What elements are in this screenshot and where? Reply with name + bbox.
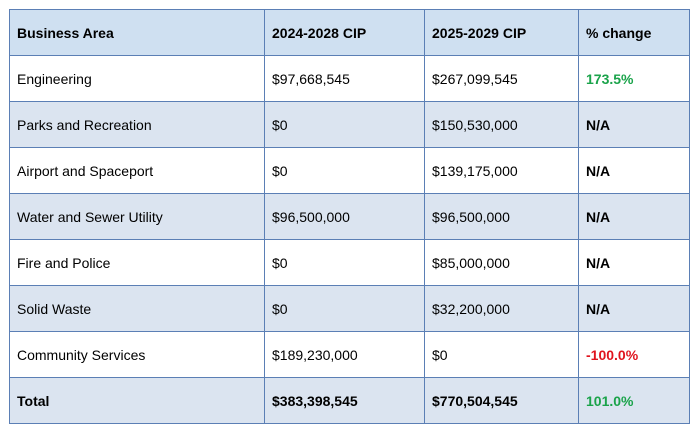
header-cip-2025-2029: 2025-2029 CIP [424, 9, 579, 56]
cip-2024-2028-cell: $0 [264, 101, 425, 148]
percent-change-cell: N/A [578, 101, 690, 148]
percent-change-cell: -100.0% [578, 331, 690, 378]
header-percent-change: % change [578, 9, 690, 56]
cip-2025-2029-cell: $267,099,545 [424, 55, 579, 102]
total-percent-change-cell: 101.0% [578, 377, 690, 424]
cip-2024-2028-cell: $96,500,000 [264, 193, 425, 240]
percent-change-cell: N/A [578, 193, 690, 240]
business-area-cell: Engineering [9, 55, 265, 102]
cip-2025-2029-cell: $139,175,000 [424, 147, 579, 194]
table-row: Fire and Police $0 $85,000,000 N/A [9, 239, 690, 286]
cip-2025-2029-cell: $85,000,000 [424, 239, 579, 286]
cip-2025-2029-cell: $0 [424, 331, 579, 378]
header-business-area: Business Area [9, 9, 265, 56]
cip-2025-2029-cell: $150,530,000 [424, 101, 579, 148]
percent-change-cell: N/A [578, 147, 690, 194]
table-row: Parks and Recreation $0 $150,530,000 N/A [9, 101, 690, 148]
cip-2024-2028-cell: $97,668,545 [264, 55, 425, 102]
total-cip-2025-2029-cell: $770,504,545 [424, 377, 579, 424]
cip-2025-2029-cell: $96,500,000 [424, 193, 579, 240]
cip-2024-2028-cell: $0 [264, 239, 425, 286]
business-area-cell: Water and Sewer Utility [9, 193, 265, 240]
total-row: Total $383,398,545 $770,504,545 101.0% [9, 377, 690, 424]
cip-table-container: Business Area 2024-2028 CIP 2025-2029 CI… [9, 9, 690, 424]
total-cip-2024-2028-cell: $383,398,545 [264, 377, 425, 424]
business-area-cell: Community Services [9, 331, 265, 378]
table-row: Airport and Spaceport $0 $139,175,000 N/… [9, 147, 690, 194]
cip-comparison-table: Business Area 2024-2028 CIP 2025-2029 CI… [9, 9, 690, 424]
business-area-cell: Parks and Recreation [9, 101, 265, 148]
business-area-cell: Fire and Police [9, 239, 265, 286]
table-row: Water and Sewer Utility $96,500,000 $96,… [9, 193, 690, 240]
cip-2024-2028-cell: $0 [264, 285, 425, 332]
table-row: Community Services $189,230,000 $0 -100.… [9, 331, 690, 378]
table-header-row: Business Area 2024-2028 CIP 2025-2029 CI… [9, 9, 690, 56]
table-row: Engineering $97,668,545 $267,099,545 173… [9, 55, 690, 102]
business-area-cell: Airport and Spaceport [9, 147, 265, 194]
percent-change-cell: N/A [578, 239, 690, 286]
header-cip-2024-2028: 2024-2028 CIP [264, 9, 425, 56]
cip-2024-2028-cell: $0 [264, 147, 425, 194]
percent-change-cell: N/A [578, 285, 690, 332]
cip-2025-2029-cell: $32,200,000 [424, 285, 579, 332]
table-row: Solid Waste $0 $32,200,000 N/A [9, 285, 690, 332]
percent-change-cell: 173.5% [578, 55, 690, 102]
business-area-cell: Solid Waste [9, 285, 265, 332]
total-label-cell: Total [9, 377, 265, 424]
cip-2024-2028-cell: $189,230,000 [264, 331, 425, 378]
